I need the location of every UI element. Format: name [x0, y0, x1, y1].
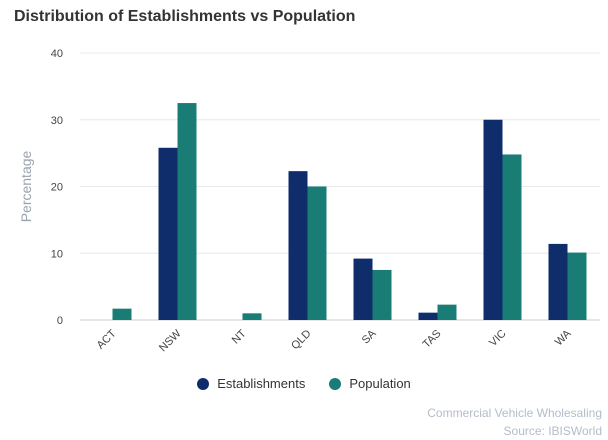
legend-label-establishments: Establishments	[217, 376, 306, 391]
bar-establishments-sa	[353, 258, 373, 320]
x-tick-label-vic: VIC	[487, 328, 508, 349]
x-tick-label-nt: NT	[230, 327, 249, 346]
source-line-dataset: Commercial Vehicle Wholesaling	[427, 406, 602, 420]
bar-population-vic	[502, 154, 522, 320]
bar-establishments-nsw	[158, 147, 178, 320]
y-tick-label-0: 0	[57, 315, 63, 327]
chart-title: Distribution of Establishments vs Popula…	[14, 8, 356, 25]
legend-label-population: Population	[349, 376, 411, 391]
bar-population-qld	[307, 186, 327, 320]
bar-establishments-vic	[483, 119, 503, 320]
bar-population-nsw	[177, 103, 197, 320]
y-tick-label-30: 30	[51, 115, 63, 127]
establishments-swatch-icon	[197, 377, 210, 390]
legend-item-establishments[interactable]: Establishments	[197, 376, 305, 391]
population-swatch-icon	[329, 377, 342, 390]
y-axis-title: Percentage	[18, 150, 34, 222]
y-tick-label-10: 10	[51, 248, 63, 260]
y-tick-label-20: 20	[51, 182, 63, 194]
y-tick-label-40: 40	[51, 48, 63, 60]
x-tick-label-act: ACT	[95, 327, 119, 351]
bar-population-act	[112, 308, 132, 320]
bar-population-tas	[437, 304, 457, 320]
source-line-publisher: Source: IBISWorld	[503, 424, 602, 438]
bar-establishments-qld	[288, 171, 308, 320]
bar-establishments-wa	[548, 243, 568, 320]
x-tick-label-qld: QLD	[289, 328, 314, 353]
bar-population-sa	[372, 269, 392, 320]
chart-legend: Establishments Population	[0, 376, 608, 391]
legend-item-population[interactable]: Population	[329, 376, 411, 391]
x-tick-label-sa: SA	[360, 327, 379, 346]
source-note: Commercial Vehicle Wholesaling Source: I…	[427, 404, 602, 440]
x-tick-label-tas: TAS	[421, 328, 444, 351]
bar-population-nt	[242, 313, 262, 320]
bar-population-wa	[567, 252, 587, 320]
x-tick-label-wa: WA	[553, 327, 574, 348]
bar-chart: 0 10 20 30 40 Percentage ACT NSW NT QLD SA TAS VIC WA	[18, 48, 600, 354]
x-tick-label-nsw: NSW	[157, 327, 184, 354]
bar-establishments-tas	[418, 312, 438, 320]
